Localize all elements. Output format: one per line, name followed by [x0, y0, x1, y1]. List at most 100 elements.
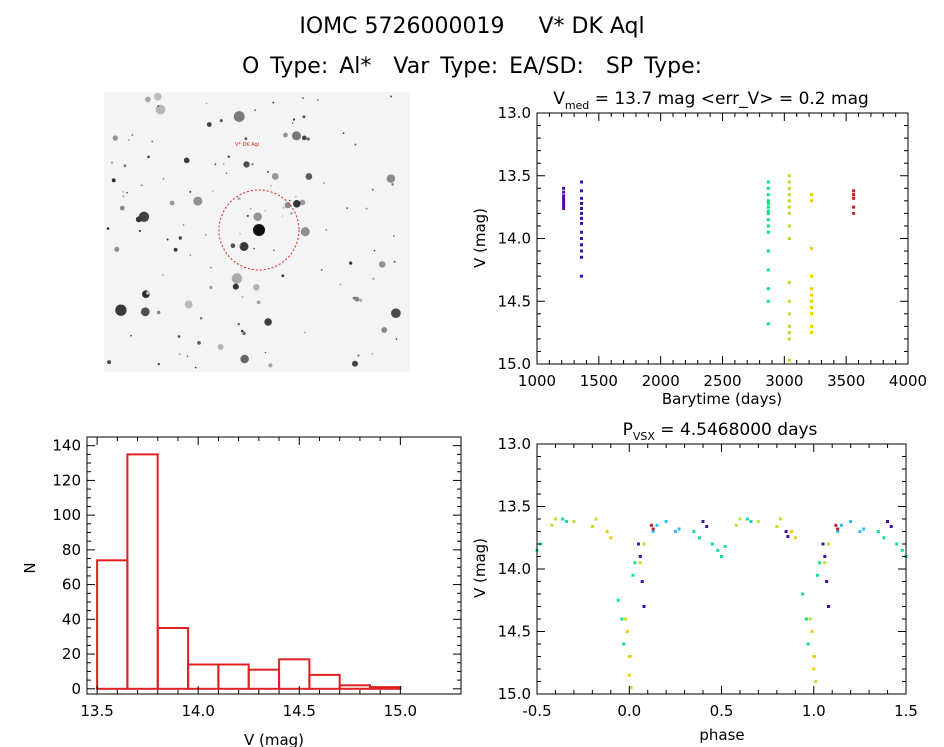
- data-point: [766, 209, 770, 213]
- histogram-bar: [156, 627, 190, 690]
- phase-curve-title-rest: = 4.5468000 days: [655, 420, 818, 440]
- star: [352, 360, 358, 367]
- star: [186, 355, 189, 358]
- data-point: [787, 337, 791, 341]
- star: [271, 172, 279, 180]
- y-tick-label: 13.0: [498, 435, 531, 453]
- star: [253, 283, 260, 291]
- data-point: [852, 196, 856, 200]
- data-point: [756, 520, 760, 523]
- data-point: [590, 525, 594, 528]
- data-point: [638, 561, 642, 565]
- histogram-bar: [187, 663, 220, 690]
- data-point: [801, 592, 805, 596]
- star: [214, 163, 217, 166]
- data-point: [594, 517, 598, 521]
- data-point: [637, 542, 640, 546]
- phase-curve-xlabel: phase: [699, 726, 744, 744]
- histogram-bar: [308, 673, 341, 690]
- data-point: [664, 520, 668, 523]
- data-point: [580, 201, 583, 205]
- star: [154, 93, 162, 101]
- data-point: [834, 523, 838, 527]
- star: [301, 135, 307, 141]
- star: [122, 190, 125, 193]
- star: [173, 247, 178, 252]
- data-point: [787, 224, 791, 228]
- data-point: [810, 199, 813, 203]
- data-point: [562, 190, 566, 194]
- data-point: [580, 180, 583, 184]
- data-point: [766, 211, 770, 215]
- star: [253, 247, 255, 250]
- x-tick-label: 0.0: [617, 702, 641, 720]
- data-point: [876, 530, 880, 533]
- data-point: [738, 517, 742, 521]
- data-point: [620, 617, 624, 621]
- data-point: [787, 280, 791, 284]
- x-tick-label: 0.5: [710, 702, 734, 720]
- star: [270, 185, 272, 187]
- data-point: [827, 605, 830, 608]
- data-point: [572, 520, 576, 523]
- data-point: [580, 196, 583, 200]
- star: [145, 96, 151, 103]
- data-point: [716, 548, 720, 552]
- light-curve-title-rest: = 13.7 mag <err_V> = 0.2 mag: [589, 89, 869, 109]
- star: [126, 191, 128, 194]
- star: [268, 363, 273, 368]
- data-point: [580, 230, 583, 234]
- data-point: [814, 680, 818, 683]
- light-curve-xlabel: Barytime (days): [662, 390, 782, 408]
- data-point: [900, 548, 904, 552]
- star: [239, 244, 241, 247]
- data-point: [562, 194, 566, 198]
- star: [282, 206, 285, 209]
- data-point: [787, 205, 791, 209]
- data-point: [638, 555, 642, 558]
- star-field: [106, 93, 401, 369]
- data-point: [810, 287, 813, 291]
- star: [232, 283, 239, 290]
- star: [169, 200, 175, 206]
- star: [194, 366, 197, 369]
- data-point: [562, 204, 566, 208]
- data-point: [821, 542, 825, 546]
- data-point: [580, 243, 583, 247]
- data-point: [787, 199, 791, 203]
- star: [161, 274, 164, 276]
- star: [199, 316, 203, 320]
- star: [386, 174, 396, 183]
- star: [244, 137, 248, 140]
- star: [289, 199, 291, 202]
- histogram-ylabel: N: [21, 562, 39, 573]
- star: [189, 254, 192, 257]
- star: [272, 101, 275, 104]
- data-point: [580, 211, 583, 215]
- star: [112, 135, 118, 141]
- star: [233, 111, 245, 122]
- data-point: [779, 517, 782, 521]
- star: [354, 143, 357, 146]
- star: [128, 139, 130, 141]
- y-tick-label: 80: [62, 541, 81, 559]
- y-tick-label: 15.0: [498, 685, 531, 703]
- chart-title: IOMC 5726000019 V* DK Aql: [0, 14, 944, 39]
- star: [302, 115, 306, 119]
- x-tick-label: 4000: [889, 372, 927, 390]
- y-tick-label: 140: [52, 437, 81, 455]
- data-point: [810, 293, 813, 297]
- star: [391, 308, 401, 319]
- star: [146, 291, 150, 295]
- star: [391, 183, 394, 186]
- star: [140, 184, 143, 187]
- histogram-bar: [338, 684, 372, 690]
- star: [122, 195, 125, 198]
- data-point: [749, 520, 753, 523]
- star: [291, 131, 302, 141]
- y-tick-label: 40: [62, 610, 81, 628]
- star: [189, 190, 192, 193]
- star: [184, 300, 193, 309]
- data-point: [766, 230, 770, 234]
